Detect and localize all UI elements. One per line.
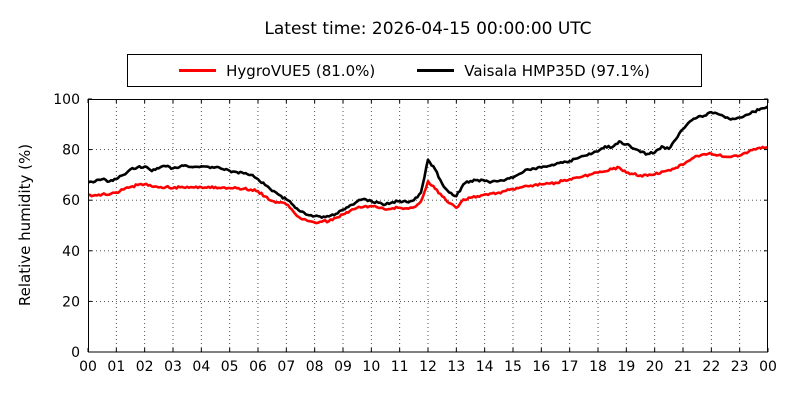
x-tick-label: 14 xyxy=(476,359,494,375)
grid-layer xyxy=(88,99,768,352)
tick-layer xyxy=(87,98,769,353)
x-tick-label: 03 xyxy=(164,359,182,375)
x-tick-label: 13 xyxy=(447,359,465,375)
legend-label-hygrovue5: HygroVUE5 (81.0%) xyxy=(226,61,376,80)
y-tick-label: 20 xyxy=(62,294,80,310)
black-line-sample-icon xyxy=(417,69,455,72)
series-layer xyxy=(88,105,768,225)
y-tick-label: 40 xyxy=(62,244,80,260)
series-line-hygrovue5 xyxy=(88,145,768,225)
chart-title: Latest time: 2026-04-15 00:00:00 UTC xyxy=(264,19,592,39)
y-axis-label: Relative humidity (%) xyxy=(16,143,34,307)
x-tick-label: 23 xyxy=(731,359,749,375)
tick-label-layer: 00 01 02 03 04 05 06 07 08 09 10 11 12 13 14 15 16 17 18 19… xyxy=(53,92,777,375)
x-tick-label: 09 xyxy=(334,359,352,375)
series-line-vaisala xyxy=(88,105,768,219)
x-tick-label: 16 xyxy=(532,359,550,375)
x-tick-label: 10 xyxy=(362,359,380,375)
x-tick-label: 06 xyxy=(249,359,267,375)
x-tick-label: 07 xyxy=(277,359,295,375)
y-tick-label: 0 xyxy=(71,345,80,361)
x-tick-label: 04 xyxy=(192,359,210,375)
x-tick-label: 11 xyxy=(391,359,409,375)
x-tick-label: 21 xyxy=(674,359,692,375)
y-tick-label: 100 xyxy=(53,92,80,108)
x-tick-label: 05 xyxy=(221,359,239,375)
x-tick-label: 17 xyxy=(561,359,579,375)
x-tick-label: 15 xyxy=(504,359,522,375)
legend-entry-vaisala: Vaisala HMP35D (97.1%) xyxy=(417,62,650,80)
x-tick-label: 20 xyxy=(646,359,664,375)
legend-label-vaisala: Vaisala HMP35D (97.1%) xyxy=(464,61,650,80)
x-tick-label: 00 xyxy=(79,359,97,375)
x-tick-label: 00 xyxy=(759,359,777,375)
y-tick-label: 80 xyxy=(62,143,80,159)
legend-entry-hygrovue5: HygroVUE5 (81.0%) xyxy=(179,62,375,80)
x-tick-label: 22 xyxy=(702,359,720,375)
plot-frame xyxy=(88,99,768,353)
y-tick-label: 60 xyxy=(62,193,80,209)
x-tick-label: 08 xyxy=(306,359,324,375)
x-tick-label: 18 xyxy=(589,359,607,375)
red-line-sample-icon xyxy=(179,69,217,72)
x-tick-label: 12 xyxy=(419,359,437,375)
x-tick-label: 19 xyxy=(617,359,635,375)
x-tick-label: 02 xyxy=(136,359,154,375)
x-tick-label: 01 xyxy=(107,359,125,375)
legend: HygroVUE5 (81.0%) Vaisala HMP35D (97.1%) xyxy=(127,54,702,87)
